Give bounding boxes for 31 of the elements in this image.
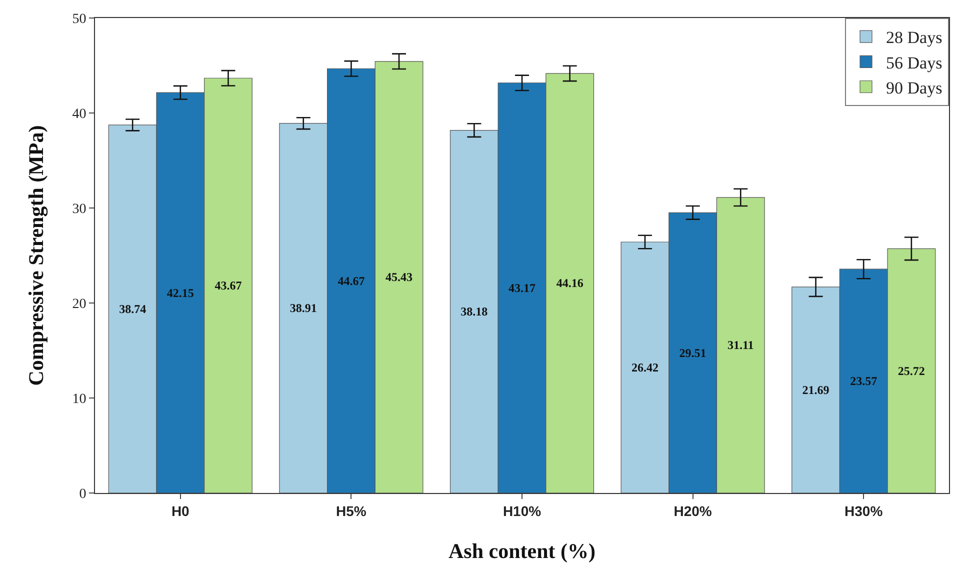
data-label: 25.72 (898, 364, 925, 378)
y-axis-title: Compressive Strength (MPa) (24, 125, 48, 386)
data-label: 38.18 (460, 304, 488, 319)
y-tick-label: 0 (79, 486, 86, 502)
x-tick-label: H20% (674, 502, 712, 519)
x-tick-label: H5% (336, 502, 367, 519)
data-label: 44.67 (338, 274, 365, 288)
data-label: 26.42 (631, 360, 658, 375)
data-label: 38.74 (119, 302, 146, 316)
legend-label: 28 Days (886, 28, 942, 48)
data-label: 38.91 (290, 301, 317, 316)
data-label: 21.69 (802, 382, 830, 397)
data-label: 43.17 (508, 280, 536, 295)
legend-label: 56 Days (886, 53, 942, 72)
y-tick-label: 50 (72, 12, 86, 27)
y-tick-label: 20 (72, 296, 86, 312)
x-tick-label: H0 (171, 502, 190, 519)
data-label: 29.51 (679, 346, 706, 360)
data-label: 42.15 (166, 286, 194, 300)
x-tick-label: H10% (502, 502, 542, 519)
x-tick-label: H30% (844, 502, 884, 519)
data-label: 44.16 (556, 276, 584, 290)
y-tick-label: 30 (72, 202, 86, 217)
legend-label: 90 Days (886, 78, 942, 98)
y-tick-label: 10 (72, 392, 86, 407)
data-label: 23.57 (850, 374, 878, 388)
x-axis-title: Ash content (%) (448, 539, 596, 563)
data-label: 43.67 (214, 278, 242, 293)
data-label: 45.43 (386, 270, 413, 284)
data-label: 31.11 (727, 338, 754, 352)
y-tick-label: 40 (72, 106, 86, 122)
